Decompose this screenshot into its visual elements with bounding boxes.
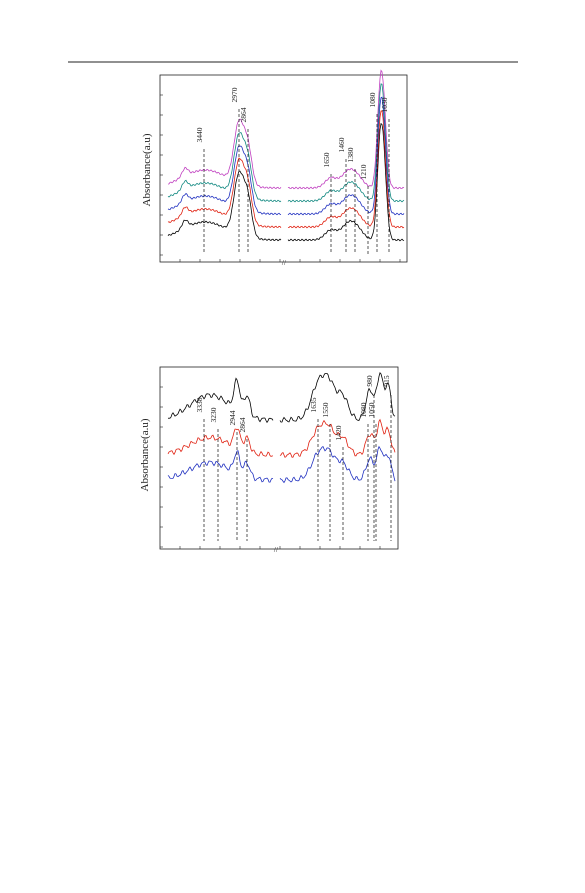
peak-label: 2864 (238, 417, 247, 432)
axis-break: // (282, 258, 287, 267)
peak-label: 1460 (337, 137, 346, 152)
peak-label: 1420 (334, 425, 343, 440)
y-axis-label: Absorbance(a.u) (141, 133, 153, 206)
peak-label: 1635 (309, 397, 318, 412)
peak-label: 3230 (209, 407, 218, 422)
peak-label: 1080 (359, 402, 368, 417)
peak-label: 1550 (321, 402, 330, 417)
y-axis-label: Absorbance(a.u) (139, 418, 151, 491)
peak-label: 1030 (380, 97, 389, 112)
peak-label: 2864 (239, 107, 248, 122)
peak-label: 2970 (230, 87, 239, 102)
peak-label: 1050 (367, 402, 376, 417)
peak-label: 3338 (195, 397, 204, 412)
plot-frame (159, 366, 399, 550)
peak-label: 1380 (346, 147, 355, 162)
spectrum (167, 122, 405, 242)
peak-label: 980 (365, 375, 374, 387)
spectrum (167, 96, 405, 216)
peak-label: 1210 (359, 164, 368, 179)
peak-label: 1080 (368, 92, 377, 107)
spectrum (167, 371, 396, 424)
peak-label: 3440 (195, 127, 204, 142)
plot-frame (159, 74, 408, 263)
peak-label: 1650 (322, 152, 331, 167)
peak-label: 915 (382, 375, 391, 387)
spectrum (167, 69, 405, 190)
axis-break: // (274, 545, 279, 554)
peak-label: 2944 (228, 410, 237, 425)
